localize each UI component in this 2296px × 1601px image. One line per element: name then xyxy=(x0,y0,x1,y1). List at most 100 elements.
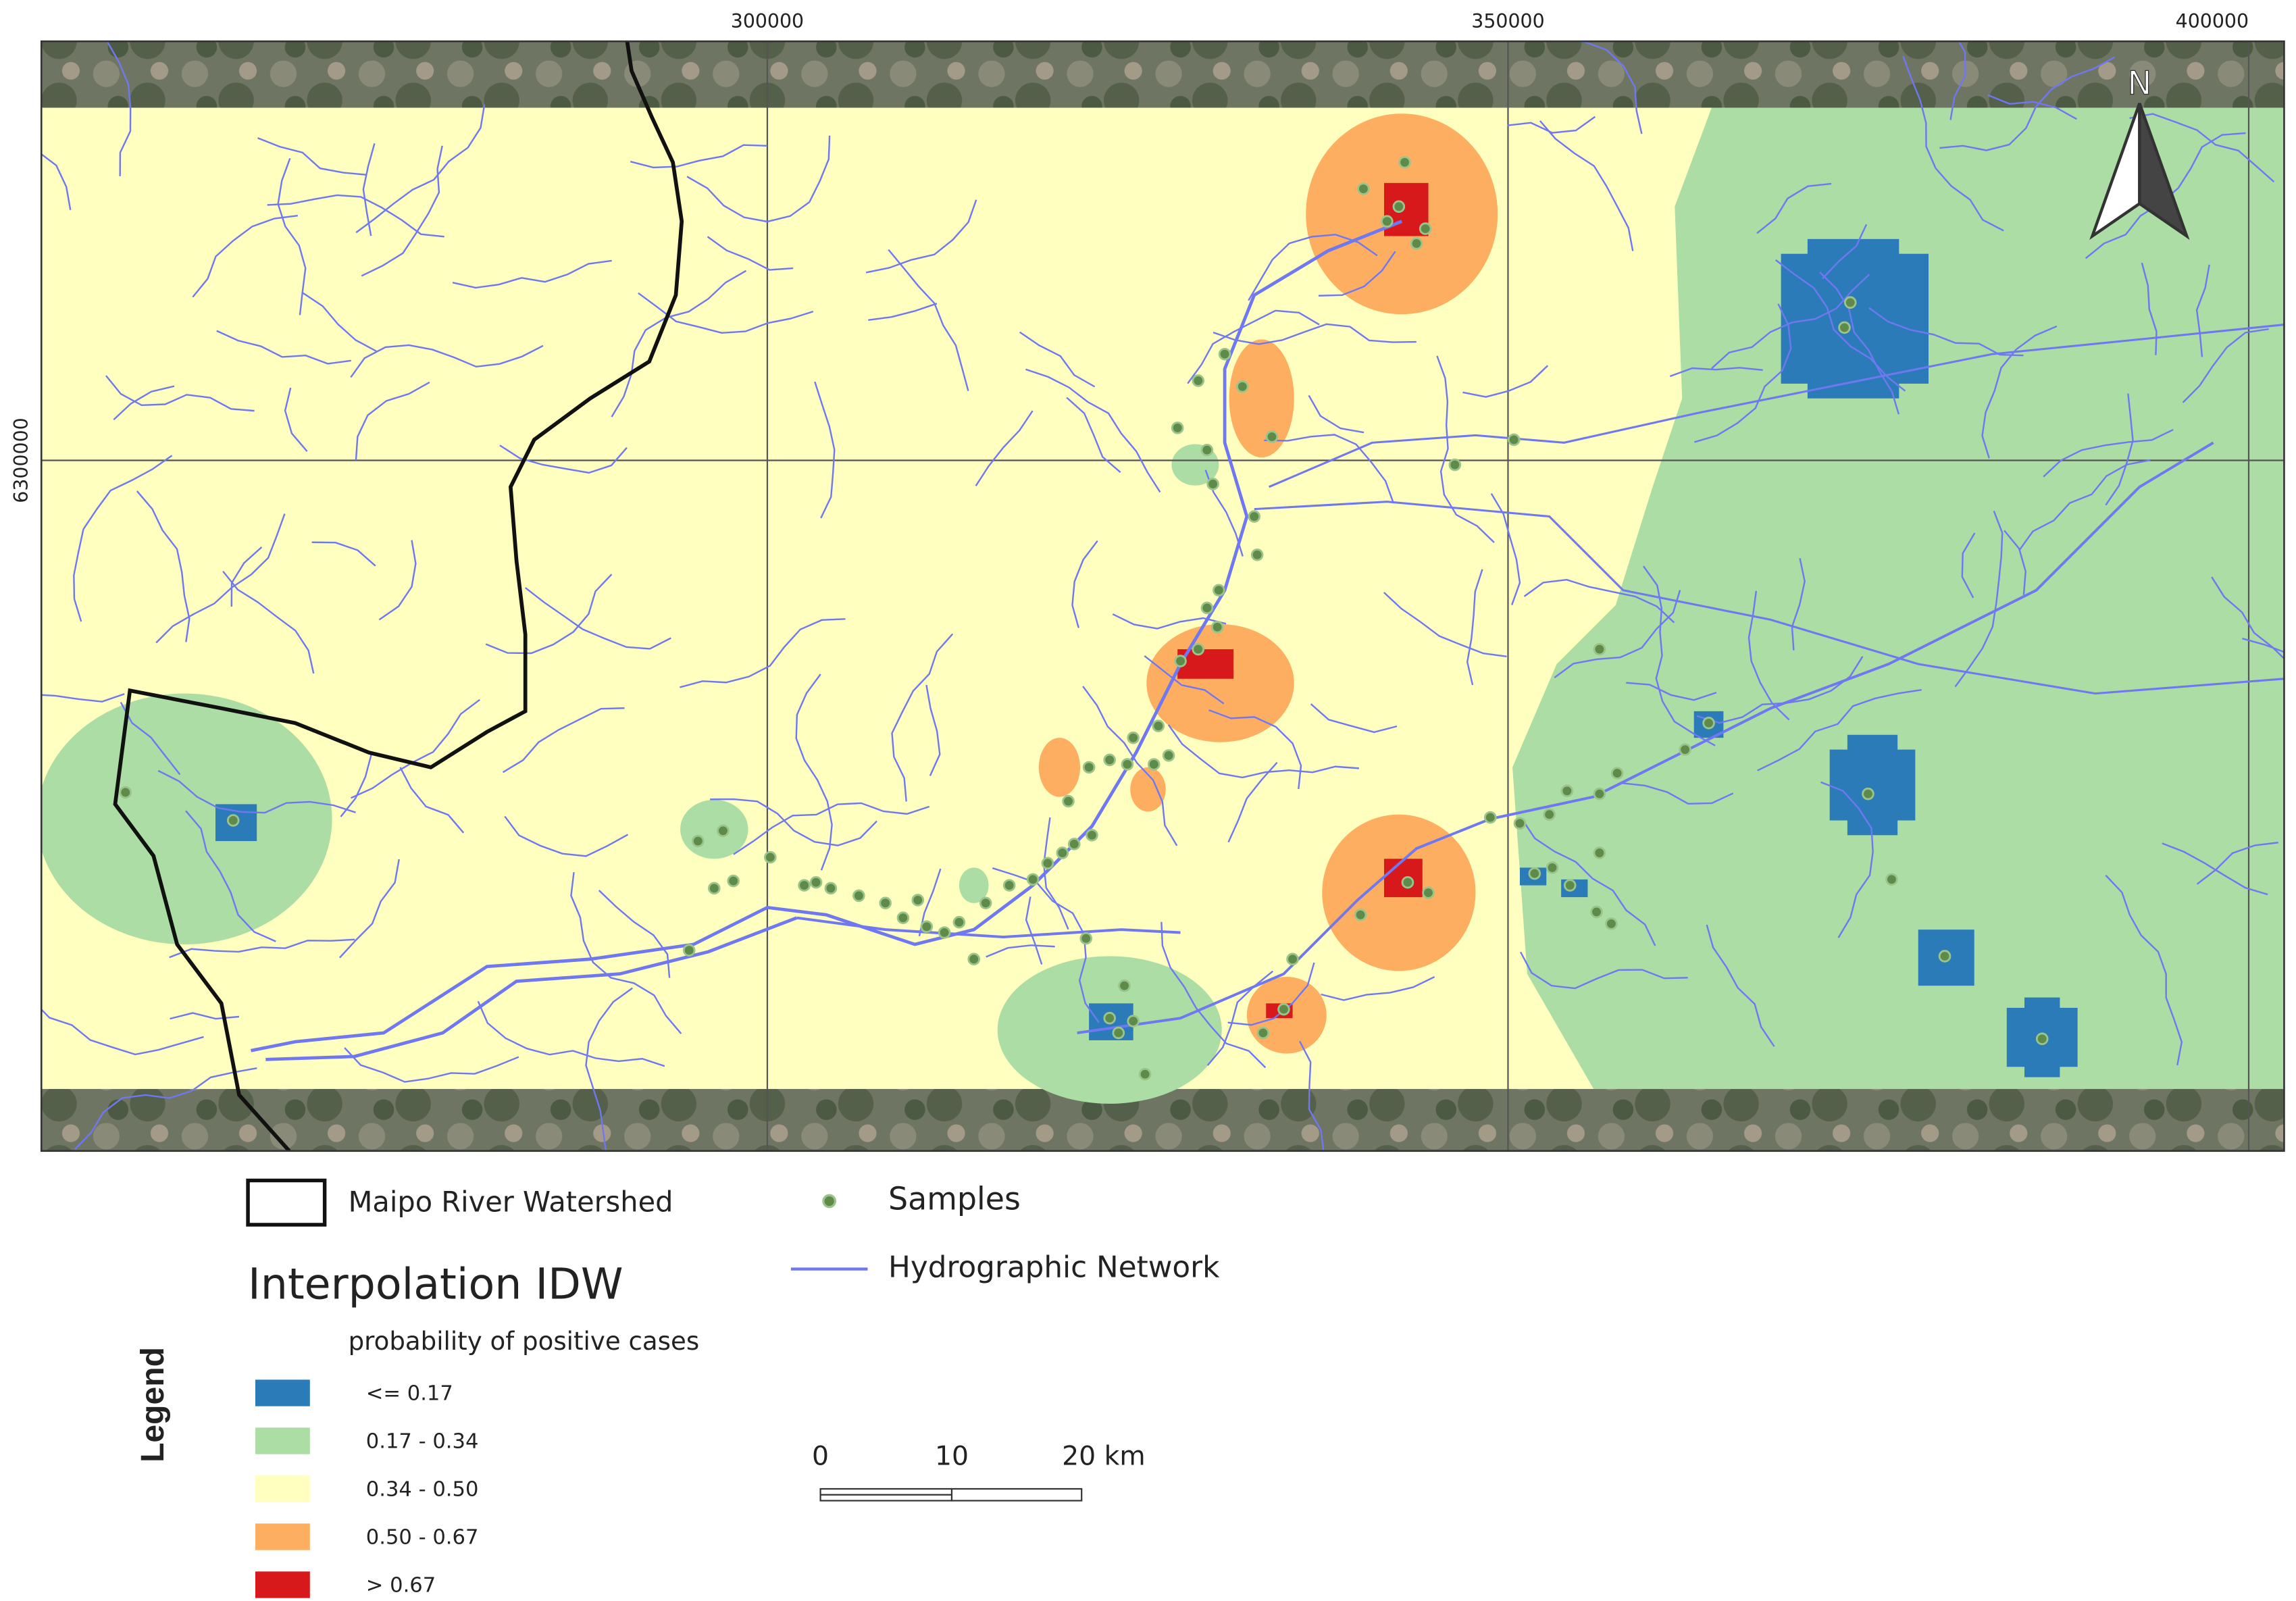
sample-point xyxy=(1401,875,1414,889)
river xyxy=(1436,355,1495,543)
sample-point xyxy=(226,814,240,827)
river xyxy=(1466,569,1483,686)
sample-point xyxy=(1483,811,1497,824)
river xyxy=(2211,576,2285,660)
sample-point xyxy=(1174,655,1187,667)
idw-zone xyxy=(680,799,748,859)
river xyxy=(2043,428,2174,478)
river xyxy=(1187,309,1320,384)
class-swatch xyxy=(255,1523,310,1550)
sample-points xyxy=(119,155,2049,1081)
river xyxy=(1025,896,1043,965)
river xyxy=(339,859,400,959)
river xyxy=(1310,703,1398,734)
river xyxy=(2195,264,2210,357)
sample-point xyxy=(1610,767,1624,780)
river xyxy=(265,916,798,1061)
hydrographic-network xyxy=(41,41,2285,1151)
river xyxy=(1167,724,1359,779)
north-arrow: N xyxy=(2089,64,2190,240)
river xyxy=(638,292,814,334)
river xyxy=(1819,272,1900,415)
sample-point xyxy=(1103,1011,1116,1025)
river xyxy=(1507,116,1596,134)
sample-point xyxy=(1448,458,1462,472)
river xyxy=(1082,686,1178,846)
river xyxy=(1144,655,1225,705)
river xyxy=(2182,328,2269,403)
sample-point xyxy=(1056,846,1069,859)
sample-point xyxy=(1026,873,1040,886)
class-swatch xyxy=(255,1475,310,1502)
samples-swatch xyxy=(822,1194,837,1209)
sample-point xyxy=(1086,829,1098,842)
river xyxy=(361,145,443,277)
river xyxy=(485,574,613,655)
river xyxy=(73,455,173,622)
sample-point xyxy=(1213,584,1225,597)
river xyxy=(992,867,1100,1023)
idw-zone xyxy=(1512,107,2285,1090)
river xyxy=(452,259,612,289)
river xyxy=(113,385,175,421)
river xyxy=(975,410,1034,486)
river xyxy=(1019,331,1096,388)
river xyxy=(1519,951,1688,990)
river xyxy=(1696,656,1864,724)
river xyxy=(157,769,356,814)
river xyxy=(1775,259,1906,392)
sample-point xyxy=(727,874,740,888)
sample-point xyxy=(1885,873,1898,886)
sample-point xyxy=(1171,422,1184,434)
sample-point xyxy=(1002,879,1016,892)
sample-point xyxy=(1543,808,1556,821)
sample-point xyxy=(1357,182,1370,195)
sample-point xyxy=(852,889,865,903)
class-swatch xyxy=(255,1427,310,1454)
river xyxy=(2004,530,2026,595)
sample-point xyxy=(1410,237,1423,250)
sample-point xyxy=(1210,621,1224,634)
river xyxy=(302,292,377,352)
sample-point xyxy=(1560,784,1574,798)
sample-point xyxy=(1218,347,1231,361)
river xyxy=(41,153,72,211)
scale-bar: 0 10 20 km xyxy=(812,1442,1146,1502)
river xyxy=(680,618,846,688)
river xyxy=(216,330,351,365)
sample-point xyxy=(1256,1026,1270,1040)
river xyxy=(1669,367,1763,378)
sample-point xyxy=(1277,1002,1290,1016)
sample-point xyxy=(1200,601,1214,615)
river xyxy=(868,303,938,321)
sample-point xyxy=(1079,932,1093,945)
sample-point xyxy=(1419,222,1432,235)
river xyxy=(2129,113,2275,183)
class-label: 0.34 - 0.50 xyxy=(366,1478,479,1502)
river xyxy=(74,1067,257,1150)
river xyxy=(350,344,544,378)
sample-point xyxy=(824,882,838,895)
sample-point xyxy=(1563,879,1577,892)
sample-point xyxy=(1381,215,1394,228)
river xyxy=(1077,441,2214,1034)
river xyxy=(630,144,767,169)
idw-zone xyxy=(1130,767,1166,812)
river xyxy=(185,810,276,942)
sample-point xyxy=(1127,1015,1140,1027)
river xyxy=(107,41,132,176)
class-swatch xyxy=(255,1379,310,1406)
river xyxy=(1254,501,2285,695)
sample-point xyxy=(879,896,892,910)
river xyxy=(41,693,125,703)
river xyxy=(1706,924,1775,1047)
river xyxy=(986,944,1055,958)
river xyxy=(891,633,954,802)
sample-point xyxy=(979,896,992,910)
river xyxy=(1269,324,2285,488)
map-area: N xyxy=(41,41,2285,1151)
river xyxy=(284,387,308,452)
legend-label: Maipo River Watershed xyxy=(349,1185,673,1218)
class-label: 0.50 - 0.67 xyxy=(366,1526,479,1550)
